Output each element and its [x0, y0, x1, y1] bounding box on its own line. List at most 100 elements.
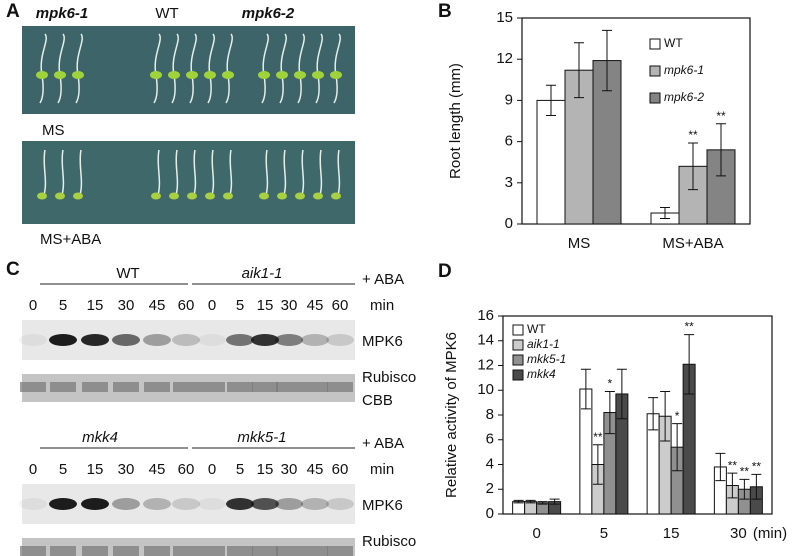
loading-band — [50, 382, 76, 392]
seedling-leaf — [151, 192, 161, 200]
blot-band — [143, 498, 171, 510]
treatment-label: + ABA — [362, 435, 404, 452]
x-axis-label: (min) — [753, 525, 787, 542]
y-axis-label: Relative activity of MPK6 — [443, 332, 460, 498]
blot-band — [143, 334, 171, 346]
error-bar — [716, 123, 726, 177]
loading-band — [227, 546, 253, 556]
x-tick-label: 15 — [663, 525, 680, 542]
legend-swatch — [649, 92, 661, 104]
seedling-leaf — [205, 192, 215, 200]
seedling-leaf — [204, 71, 216, 79]
time-label: 60 — [178, 297, 195, 314]
seedling-leaf — [222, 71, 234, 79]
time-label: 30 — [118, 461, 135, 478]
blot-band — [172, 334, 200, 346]
legend-label: mpk6-2 — [664, 90, 704, 104]
time-label: 0 — [29, 461, 37, 478]
panel-letter: C — [6, 259, 20, 280]
seedling-leaf — [150, 71, 162, 79]
plot-frame — [521, 17, 751, 225]
y-tick-label: 3 — [505, 174, 513, 191]
loading-band — [173, 382, 199, 392]
panel-letter: A — [6, 1, 20, 22]
significance-label: ** — [593, 430, 603, 444]
y-tick-label: 15 — [496, 9, 513, 26]
seedling-root — [283, 149, 287, 196]
time-label: 0 — [208, 461, 216, 478]
error-bar — [602, 29, 612, 92]
legend-label: WT — [527, 322, 546, 336]
error-bar — [660, 207, 670, 220]
significance-label: ** — [716, 109, 726, 123]
loading-label: CBB — [362, 392, 393, 409]
blot-band — [19, 498, 47, 510]
seedling-leaf — [276, 71, 288, 79]
condition-label: MS+ABA — [40, 231, 101, 248]
loading-band — [113, 382, 139, 392]
seedling-leaf — [36, 71, 48, 79]
seedling-leaf — [72, 71, 84, 79]
x-tick-label: MS+ABA — [662, 235, 723, 252]
loading-band — [227, 382, 253, 392]
error-bar — [688, 142, 698, 191]
time-label: 45 — [149, 297, 166, 314]
loading-band — [144, 382, 170, 392]
error-bar — [684, 334, 695, 395]
y-tick-label: 16 — [477, 307, 494, 324]
genotype-label: WT — [155, 5, 178, 22]
genotype-label: mkk4 — [82, 429, 118, 446]
seedling-leaf — [168, 71, 180, 79]
genotype-label: mkk5-1 — [237, 429, 286, 446]
blot-band — [275, 498, 303, 510]
time-label: 5 — [59, 461, 67, 478]
treatment-label: + ABA — [362, 271, 404, 288]
loading-band — [327, 546, 353, 556]
legend-label: WT — [664, 36, 683, 50]
error-bar — [513, 499, 524, 504]
seedling-leaf — [223, 192, 233, 200]
x-tick-label: 30 — [730, 525, 747, 542]
y-tick-label: 6 — [486, 431, 494, 448]
condition-label: MS — [42, 122, 65, 139]
error-bar — [739, 478, 750, 500]
loading-band — [327, 382, 353, 392]
panel-letter: B — [438, 1, 452, 22]
seedling-leaf — [313, 192, 323, 200]
seedling-leaf — [295, 192, 305, 200]
blot-band — [226, 334, 254, 346]
y-tick-label: 0 — [486, 505, 494, 522]
blot-band — [49, 498, 77, 510]
seedling-leaf — [37, 192, 47, 200]
unit-label: min — [370, 461, 394, 478]
x-tick-label: 0 — [532, 525, 540, 542]
y-tick-label: 10 — [477, 381, 494, 398]
unit-label: min — [370, 297, 394, 314]
loading-label: Rubisco — [362, 369, 416, 386]
error-bar — [616, 368, 627, 420]
time-label: 45 — [149, 461, 166, 478]
loading-band — [113, 546, 139, 556]
legend-label: aik1-1 — [527, 337, 560, 351]
plot-frame — [502, 315, 773, 515]
seedling-root — [157, 149, 161, 196]
legend-swatch — [649, 65, 661, 77]
loading-band — [20, 546, 46, 556]
time-label: 45 — [307, 297, 324, 314]
legend-swatch — [512, 339, 524, 351]
seedling-root — [337, 149, 341, 196]
genotype-label: mpk6-2 — [242, 5, 295, 22]
seedling-leaf — [312, 71, 324, 79]
seedling-leaf — [277, 192, 287, 200]
significance-label: ** — [752, 460, 762, 474]
time-label: 0 — [29, 297, 37, 314]
time-label: 0 — [208, 297, 216, 314]
legend-swatch — [512, 369, 524, 381]
bar — [524, 501, 538, 515]
time-label: 30 — [118, 297, 135, 314]
time-label: 15 — [257, 297, 274, 314]
seedling-leaf — [54, 71, 66, 79]
significance-label: * — [608, 377, 613, 391]
loading-band — [199, 546, 225, 556]
